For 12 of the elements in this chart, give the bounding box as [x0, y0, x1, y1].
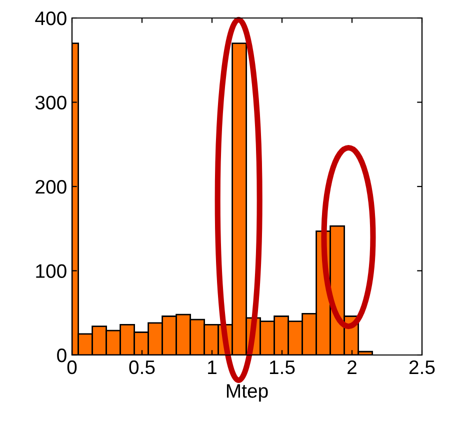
y-tick-label: 400 — [35, 11, 66, 26]
x-tick-label: 2 — [348, 360, 356, 374]
y-tick-label: 0 — [57, 348, 66, 362]
y-tick-label: 200 — [36, 180, 66, 194]
x-tick-label: 1.5 — [270, 360, 295, 374]
x-tick-label: 2.5 — [409, 360, 435, 374]
x-axis-title: Mtep — [226, 384, 268, 402]
y-tick-label: 300 — [35, 96, 66, 110]
y-tick-label: 100 — [36, 264, 66, 278]
x-tick-label: 1 — [208, 360, 216, 374]
x-tick-label: 0 — [67, 360, 77, 374]
x-tick-label: 0.5 — [129, 360, 155, 374]
